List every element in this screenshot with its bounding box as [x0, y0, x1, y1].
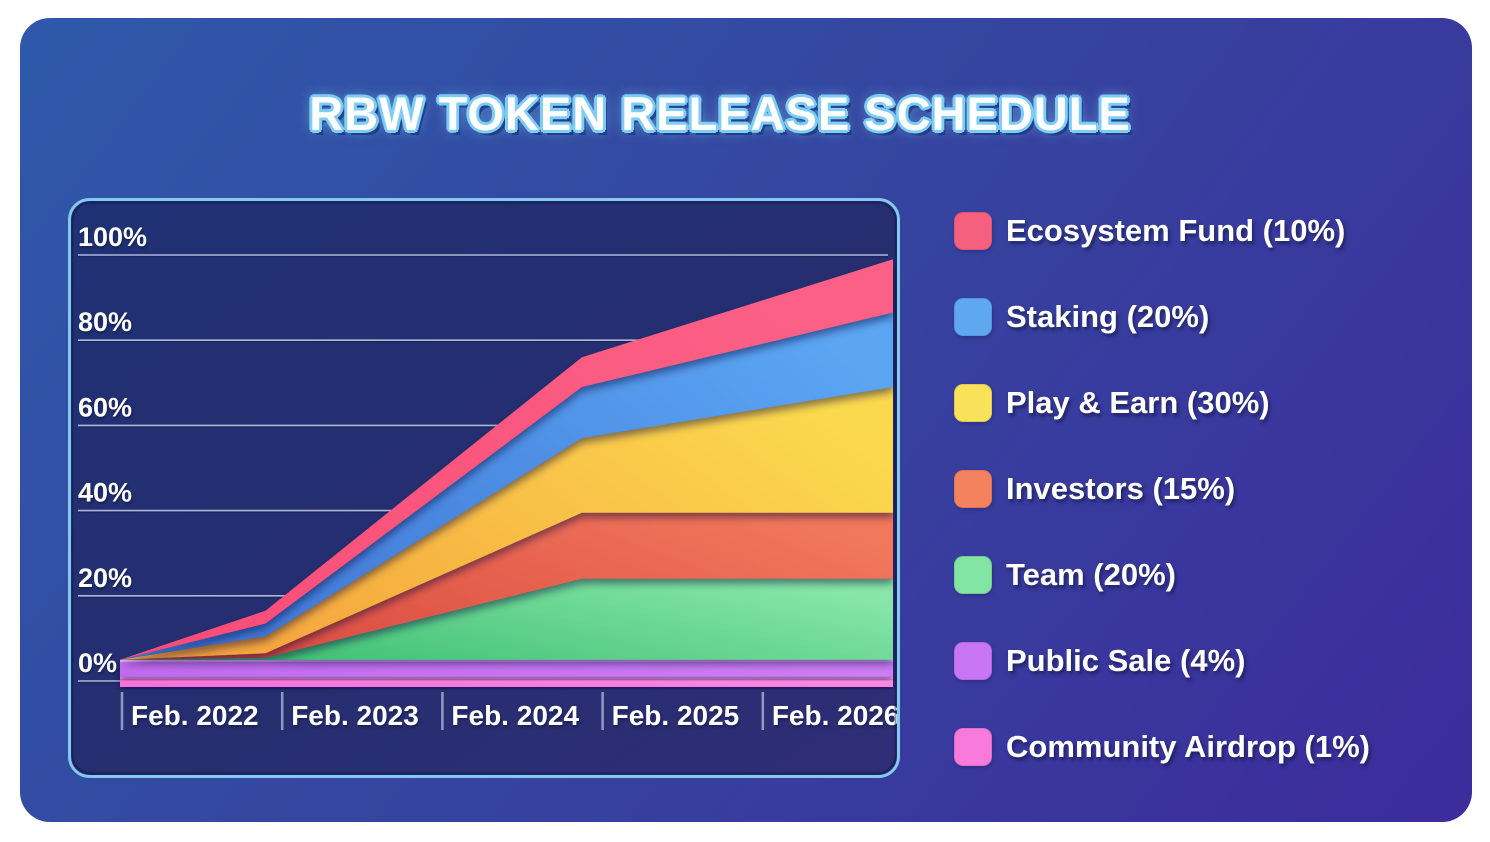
- legend-swatch: [954, 642, 992, 680]
- x-axis-label: Feb. 2023: [291, 700, 419, 731]
- legend-swatch: [954, 556, 992, 594]
- legend: Ecosystem Fund (10%) Staking (20%) Play & …: [954, 212, 1370, 814]
- area-band-community-airdrop: [120, 676, 893, 687]
- legend-item-investors-15: Investors (15%): [954, 470, 1370, 508]
- chart-panel: 100% 80% 60% 40% 20% 0% Feb. 2022 Feb. 2023 Feb.…: [68, 198, 900, 778]
- legend-label: Staking (20%): [1006, 299, 1210, 334]
- legend-item-team-20: Team (20%): [954, 556, 1370, 594]
- legend-item-play-earn-30: Play & Earn (30%): [954, 384, 1370, 422]
- y-axis-label: 60%: [78, 392, 132, 422]
- legend-swatch: [954, 728, 992, 766]
- legend-swatch: [954, 470, 992, 508]
- legend-swatch: [954, 298, 992, 336]
- legend-label: Public Sale (4%): [1006, 643, 1246, 678]
- legend-item-public-sale-4: Public Sale (4%): [954, 642, 1370, 680]
- area-band-play-earn: [120, 387, 893, 660]
- page-title: RBW TOKEN RELEASE SCHEDULE: [309, 87, 1131, 140]
- panel-inner-edge: [71, 201, 897, 775]
- area-band-investors: [120, 512, 893, 660]
- legend-swatch: [954, 212, 992, 250]
- x-axis-label: Feb. 2025: [612, 700, 740, 731]
- area-band-public-sale: [120, 659, 893, 677]
- legend-label: Play & Earn (30%): [1006, 385, 1270, 420]
- x-axis-label: Feb. 2026: [772, 700, 900, 731]
- y-axis-label: 40%: [78, 478, 132, 508]
- legend-label: Team (20%): [1006, 557, 1176, 592]
- legend-item-staking-20: Staking (20%): [954, 298, 1370, 336]
- infographic-card: RBW TOKEN RELEASE SCHEDULE 100% 80% 60% 40%…: [20, 18, 1472, 822]
- x-axis-label: Feb. 2024: [451, 700, 579, 731]
- area-band-staking: [120, 312, 893, 660]
- x-axis-label: Feb. 2022: [131, 700, 259, 731]
- legend-item-ecosystem-fund-10: Ecosystem Fund (10%): [954, 212, 1370, 250]
- plot-area: 100% 80% 60% 40% 20% 0% Feb. 2022 Feb. 2023 Feb.…: [78, 222, 900, 731]
- area-band-ecosystem-fund: [120, 259, 893, 660]
- legend-swatch: [954, 384, 992, 422]
- y-axis-label: 20%: [78, 563, 132, 593]
- release-schedule-chart: 100% 80% 60% 40% 20% 0% Feb. 2022 Feb. 2023 Feb.…: [68, 198, 900, 778]
- legend-label: Community Airdrop (1%): [1006, 729, 1370, 764]
- panel-border: [68, 198, 900, 778]
- y-axis-label: 80%: [78, 307, 132, 337]
- y-axis-label: 0%: [78, 648, 117, 678]
- area-band-team: [120, 578, 893, 660]
- legend-label: Investors (15%): [1006, 471, 1236, 506]
- legend-label: Ecosystem Fund (10%): [1006, 213, 1346, 248]
- y-axis-label: 100%: [78, 222, 147, 252]
- legend-item-community-airdrop-1: Community Airdrop (1%): [954, 728, 1370, 766]
